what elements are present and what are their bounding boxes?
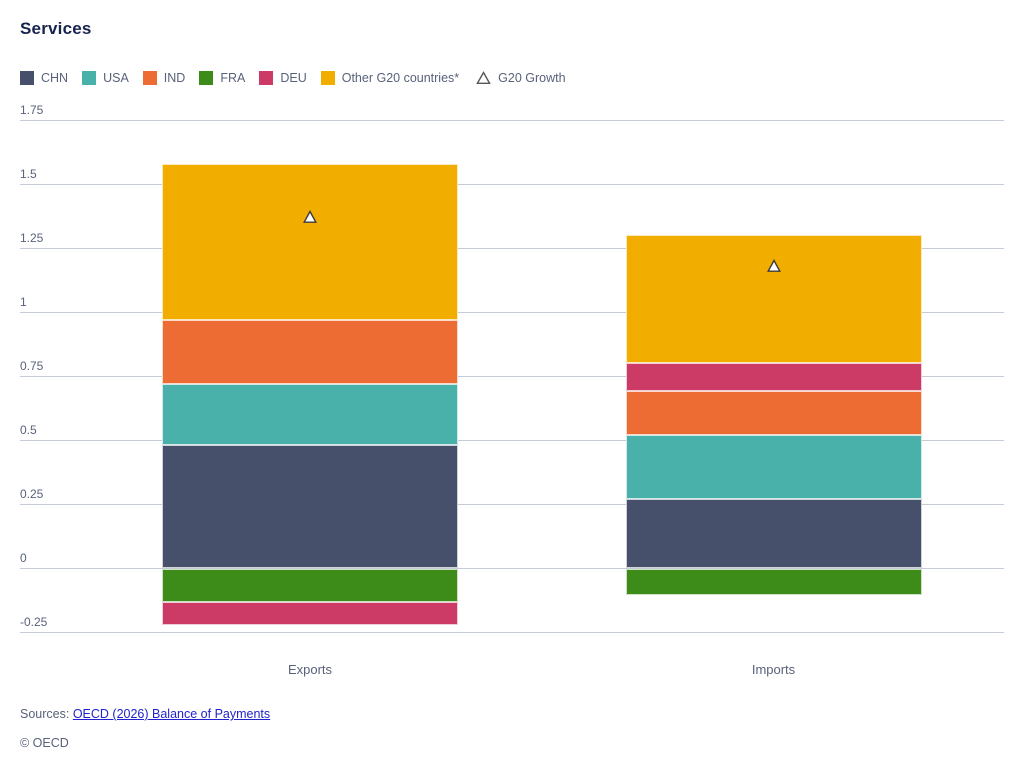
- gridline-1.25: [20, 248, 1004, 249]
- x-axis-label-imports: Imports: [751, 662, 796, 677]
- y-axis-tick-label: 0: [20, 551, 27, 565]
- legend-item-deu[interactable]: DEU: [259, 71, 307, 85]
- bar-segment-imports-other-g20-countries[interactable]: [625, 235, 922, 364]
- bar-segment-exports-chn[interactable]: [162, 445, 458, 568]
- bar-segment-imports-chn[interactable]: [625, 498, 922, 568]
- legend-label: DEU: [280, 71, 307, 85]
- y-axis-tick-label: 1.75: [20, 103, 44, 117]
- y-axis-tick-label: 0.5: [20, 423, 37, 437]
- bar-segment-exports-ind[interactable]: [162, 319, 458, 384]
- bar-segment-imports-deu[interactable]: [625, 363, 922, 392]
- y-axis-tick-label: 0.75: [20, 359, 44, 373]
- legend-swatch-fra: [199, 71, 214, 85]
- bar-segment-exports-deu[interactable]: [162, 602, 458, 626]
- chart-area: 1.75 1.5 1.25 1 0.75 0.5 0.25 0 -0.25 Exports Impo…: [0, 100, 1024, 690]
- y-axis-tick-label: 1.25: [20, 231, 44, 245]
- y-axis-tick-label: 1: [20, 295, 27, 309]
- x-axis-label-exports: Exports: [287, 662, 333, 677]
- legend-item-chn[interactable]: CHN: [20, 71, 68, 85]
- legend-item-other-g20-countries[interactable]: Other G20 countries*: [320, 71, 460, 85]
- bar-segment-exports-usa[interactable]: [162, 383, 458, 446]
- y-axis-tick-label: 0.25: [20, 487, 44, 501]
- legend-item-usa[interactable]: USA: [82, 71, 129, 85]
- legend-swatch-other-g20-countries: [320, 71, 335, 85]
- legend-label: Other G20 countries*: [341, 71, 460, 85]
- sources-link[interactable]: OECD (2026) Balance of Payments: [72, 707, 271, 721]
- sources-line: Sources: OECD (2026) Balance of Payments: [20, 707, 270, 721]
- gridline-1: [20, 312, 1004, 313]
- triangle-marker-icon: [476, 71, 491, 85]
- g20-growth-marker-imports[interactable]: [766, 258, 781, 278]
- chart-title: Services: [20, 19, 92, 38]
- bar-segment-exports-fra[interactable]: [162, 569, 458, 603]
- chart-legend: CHN USA IND FRA DEU Other G20 countries* G20 G…: [20, 71, 566, 85]
- legend-label: G20 Growth: [498, 71, 566, 85]
- gridline-1.75: [20, 120, 1004, 121]
- legend-swatch-chn: [20, 71, 34, 85]
- y-axis-tick-label: 1.5: [20, 167, 37, 181]
- gridline-0: [20, 568, 1004, 569]
- sources-label: Sources:: [20, 707, 70, 721]
- legend-swatch-usa: [82, 71, 97, 85]
- copyright: © OECD: [20, 736, 69, 750]
- gridline-0.25: [20, 504, 1004, 505]
- gridline-0.5: [20, 440, 1004, 441]
- bar-segment-imports-usa[interactable]: [625, 434, 922, 499]
- gridline-0.75: [20, 376, 1004, 377]
- legend-swatch-deu: [259, 71, 274, 85]
- legend-item-ind[interactable]: IND: [142, 71, 186, 85]
- bar-segment-imports-ind[interactable]: [625, 391, 922, 435]
- gridline--0.25: [20, 632, 1004, 633]
- bar-segment-imports-fra[interactable]: [625, 569, 922, 595]
- gridline-1.5: [20, 184, 1004, 185]
- legend-label: FRA: [220, 71, 246, 85]
- g20-growth-marker-exports[interactable]: [303, 210, 317, 229]
- legend-label: USA: [103, 71, 129, 85]
- legend-item-g20-growth[interactable]: G20 Growth: [473, 71, 566, 85]
- legend-swatch-ind: [142, 71, 157, 85]
- legend-item-fra[interactable]: FRA: [199, 71, 245, 85]
- bar-segment-exports-other-g20-countries[interactable]: [162, 163, 458, 320]
- legend-label: IND: [163, 71, 186, 85]
- legend-label: CHN: [41, 71, 69, 85]
- y-axis-tick-label: -0.25: [20, 615, 48, 629]
